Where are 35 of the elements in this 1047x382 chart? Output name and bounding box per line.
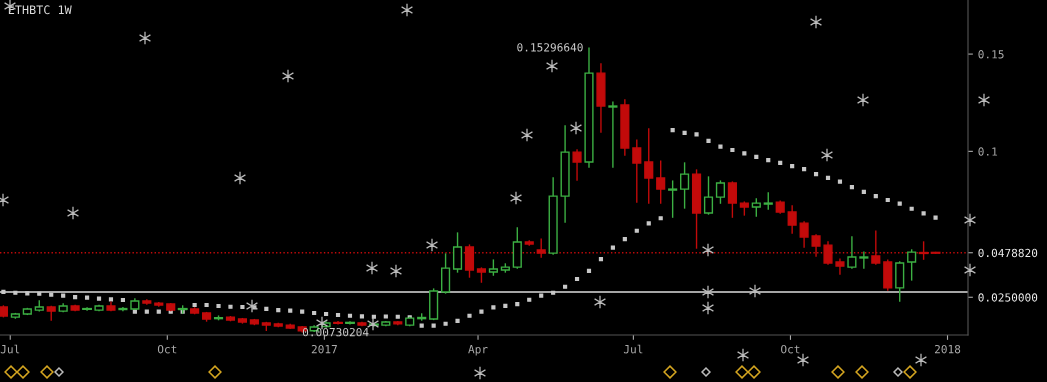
candlestick	[608, 101, 618, 168]
candlestick	[847, 236, 857, 269]
candlestick	[907, 249, 917, 281]
candlestick	[715, 180, 726, 204]
x-tick-label: Jul	[0, 344, 20, 354]
y-tick-label: 0.0250000	[978, 293, 1038, 302]
annotation: 0.15296640	[517, 43, 583, 52]
candlestick	[536, 238, 546, 258]
x-tick-label: Apr	[468, 345, 488, 356]
candlestick	[835, 258, 845, 275]
candlestick	[644, 128, 654, 204]
candlestick	[668, 180, 678, 218]
candlestick	[441, 253, 451, 294]
candlestick	[787, 205, 797, 234]
candlestick	[703, 176, 714, 215]
y-tick-label: 0.15	[978, 50, 1004, 59]
candlestick	[452, 232, 463, 273]
candlestick	[118, 306, 128, 312]
x-tick-label: 2018	[934, 344, 961, 354]
candlestick	[680, 162, 690, 209]
candlestick	[572, 149, 582, 181]
candlestick	[859, 251, 869, 269]
y-tick-label: 0.1	[978, 147, 998, 156]
candlestick	[656, 160, 666, 204]
candlestick	[632, 139, 642, 203]
x-tick-label: 2017	[311, 344, 337, 354]
candlestick	[727, 181, 737, 218]
chart-title: ETHBTC 1W	[8, 5, 72, 15]
candlestick	[333, 320, 343, 325]
x-tick-label: Oct	[781, 344, 800, 354]
x-tick-label: Oct	[157, 344, 177, 354]
candlestick	[799, 221, 809, 248]
y-tick-label: 0.0478820	[978, 248, 1038, 258]
annotation: 0.00730204	[302, 327, 369, 337]
x-tick-label: Jul	[623, 344, 643, 354]
